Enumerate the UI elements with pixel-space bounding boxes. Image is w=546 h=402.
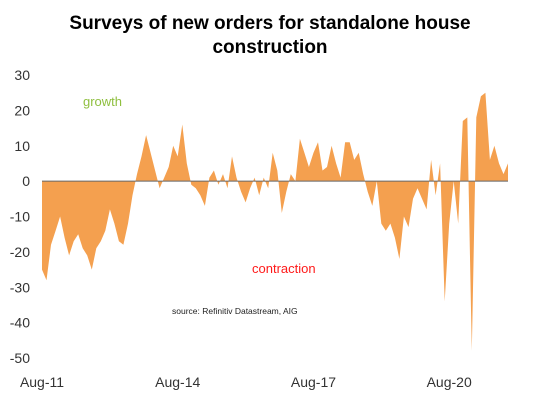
- source-note: source: Refinitiv Datastream, AIG: [172, 306, 298, 316]
- growth-annotation: growth: [83, 94, 122, 109]
- x-tick-label: Aug-20: [427, 374, 472, 390]
- y-tick-label: -30: [10, 279, 30, 295]
- y-tick-label: 30: [14, 67, 30, 83]
- y-axis-ticks: 30 20 10 0 -10 -20 -30 -40 -50: [10, 67, 30, 366]
- y-tick-label: 20: [14, 102, 30, 118]
- x-axis-ticks: Aug-11 Aug-14 Aug-17 Aug-20: [20, 374, 472, 390]
- x-tick-label: Aug-17: [291, 374, 336, 390]
- contraction-annotation: contraction: [252, 261, 316, 276]
- y-tick-label: -10: [10, 209, 30, 225]
- y-tick-label: 10: [14, 138, 30, 154]
- y-tick-label: -20: [10, 244, 30, 260]
- chart-title-line-2: construction: [212, 37, 328, 58]
- x-tick-label: Aug-11: [20, 374, 64, 390]
- y-tick-label: -40: [10, 315, 30, 331]
- y-tick-label: -50: [10, 350, 30, 366]
- chart-title-line-1: Surveys of new orders for standalone hou…: [69, 13, 471, 34]
- chart-title: Surveys of new orders for standalone hou…: [60, 12, 480, 60]
- x-tick-label: Aug-14: [155, 374, 200, 390]
- y-tick-label: 0: [22, 173, 30, 189]
